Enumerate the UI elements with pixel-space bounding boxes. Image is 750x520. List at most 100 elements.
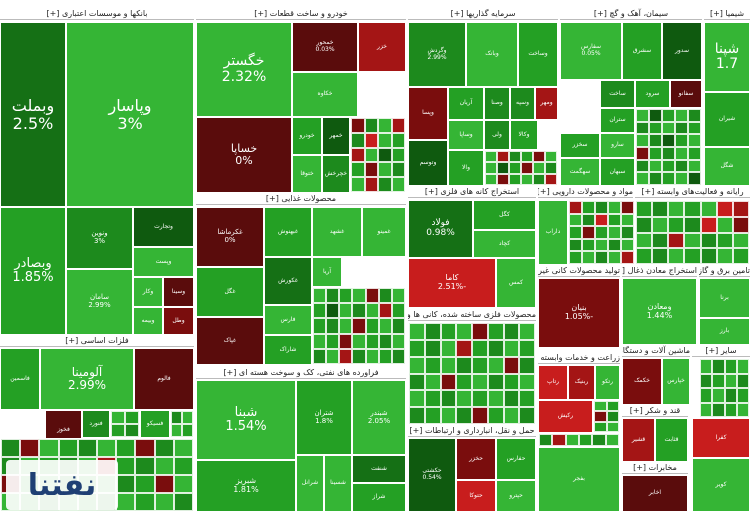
small-stock-tile[interactable] <box>378 162 392 178</box>
small-stock-tile[interactable] <box>569 251 582 264</box>
small-stock-tile[interactable] <box>569 226 582 239</box>
stock-tile-khodro[interactable]: خودرو <box>292 117 322 155</box>
small-stock-tile[interactable] <box>339 288 353 304</box>
small-stock-tile[interactable] <box>716 201 733 217</box>
sector-header-invest[interactable]: سرمایه گذاریها [+] <box>408 8 558 20</box>
small-stock-tile[interactable] <box>39 439 59 457</box>
sector-header-ins[interactable]: زراعت و خدمات وابسته [+] <box>538 352 620 364</box>
small-stock-tile[interactable] <box>352 348 366 364</box>
small-stock-tile[interactable] <box>636 172 649 185</box>
small-stock-tile[interactable] <box>154 439 174 457</box>
stock-tile-khmehvar[interactable]: خمحور 0.03% <box>292 22 358 72</box>
stock-tile-khkaveh[interactable]: خکاوه <box>292 72 358 117</box>
small-stock-tile[interactable] <box>472 339 488 357</box>
small-stock-tile[interactable] <box>724 359 737 374</box>
small-stock-tile[interactable] <box>409 356 425 374</box>
small-stock-tile[interactable] <box>595 213 608 227</box>
small-stock-tile[interactable] <box>440 407 457 424</box>
stock-tile-foolad[interactable]: فولاد 0.98% <box>408 200 473 258</box>
stock-tile-ghpak[interactable]: غپاک <box>196 317 264 365</box>
stock-tile-vohena[interactable]: ومعادن 1.44% <box>622 278 697 345</box>
stock-tile-kheshr[interactable]: حکشتی 0.54% <box>408 438 456 512</box>
small-stock-tile[interactable] <box>409 339 425 357</box>
small-stock-tile[interactable] <box>545 151 557 163</box>
small-stock-tile[interactable] <box>173 457 193 475</box>
small-stock-tile[interactable] <box>652 201 669 217</box>
small-stock-tile[interactable] <box>675 134 688 147</box>
small-stock-tile[interactable] <box>582 226 595 239</box>
stock-tile-ghfars[interactable]: فارس <box>264 305 312 335</box>
small-stock-tile[interactable] <box>424 407 441 424</box>
small-stock-tile[interactable] <box>472 390 488 408</box>
stock-tile-rtape[interactable]: رتاپ <box>538 365 568 400</box>
stock-tile-vpost[interactable]: وپست <box>133 247 194 277</box>
small-stock-tile[interactable] <box>352 318 366 334</box>
sector-header-banks[interactable]: بانکها و موسسات اعتباری [+] <box>0 8 194 20</box>
small-stock-tile[interactable] <box>487 339 504 357</box>
small-stock-tile[interactable] <box>424 390 441 408</box>
small-stock-tile[interactable] <box>339 333 353 349</box>
sector-header-refinery[interactable]: فراورده های نفتی، کک و سوخت هسته ای [+] <box>196 367 406 379</box>
small-stock-tile[interactable] <box>662 147 675 160</box>
small-stock-tile[interactable] <box>521 173 533 185</box>
small-stock-tile[interactable] <box>712 388 725 403</box>
sector-header-utility[interactable]: تامین برق و گاز [+] <box>699 265 750 277</box>
small-stock-tile[interactable] <box>712 402 725 417</box>
small-stock-tile[interactable] <box>608 238 621 252</box>
small-stock-tile[interactable] <box>326 348 340 364</box>
small-stock-tile[interactable] <box>391 177 405 192</box>
stock-tile-sdoroud[interactable]: سدور <box>662 22 702 80</box>
sector-header-chem[interactable]: شیمیا [+] <box>704 8 750 20</box>
small-stock-tile[interactable] <box>649 134 662 147</box>
small-stock-tile[interactable] <box>700 201 717 217</box>
stock-tile-vsapa[interactable]: وسپه <box>510 87 535 120</box>
small-stock-tile[interactable] <box>700 359 713 374</box>
small-stock-tile[interactable] <box>409 323 425 340</box>
stock-tile-shtran[interactable]: شتران 1.8% <box>296 380 352 455</box>
small-stock-tile[interactable] <box>621 251 634 264</box>
small-stock-tile[interactable] <box>684 201 701 217</box>
small-stock-tile[interactable] <box>171 424 182 437</box>
small-stock-tile[interactable] <box>668 232 685 249</box>
small-stock-tile[interactable] <box>365 288 379 304</box>
small-stock-tile[interactable] <box>668 201 685 217</box>
small-stock-tile[interactable] <box>533 162 545 174</box>
small-stock-tile[interactable] <box>621 213 634 227</box>
small-stock-tile[interactable] <box>440 323 457 340</box>
stock-tile-sroud[interactable]: سرود <box>635 80 670 108</box>
small-stock-tile[interactable] <box>736 373 749 388</box>
small-stock-tile[interactable] <box>545 173 557 185</box>
small-stock-tile[interactable] <box>688 147 701 160</box>
small-stock-tile[interactable] <box>378 147 392 163</box>
sector-header-auto[interactable]: خودرو و ساخت قطعات [+] <box>196 8 406 20</box>
small-stock-tile[interactable] <box>339 348 353 364</box>
small-stock-tile[interactable] <box>339 318 353 334</box>
small-stock-tile[interactable] <box>582 238 595 252</box>
small-stock-tile[interactable] <box>688 172 701 185</box>
small-stock-tile[interactable] <box>716 216 733 233</box>
small-stock-tile[interactable] <box>485 162 497 174</box>
small-stock-tile[interactable] <box>326 303 340 319</box>
small-stock-tile[interactable] <box>352 288 366 304</box>
small-stock-tile[interactable] <box>636 134 649 147</box>
small-stock-tile[interactable] <box>509 173 521 185</box>
small-stock-tile[interactable] <box>675 172 688 185</box>
stock-tile-dara[interactable]: داراب <box>538 200 568 265</box>
stock-tile-shiraz[interactable]: شاراک <box>264 335 312 365</box>
small-stock-tile[interactable] <box>503 356 520 374</box>
small-stock-tile[interactable] <box>533 151 545 163</box>
small-stock-tile[interactable] <box>97 439 117 457</box>
small-stock-tile[interactable] <box>364 132 378 148</box>
small-stock-tile[interactable] <box>487 323 504 340</box>
small-stock-tile[interactable] <box>456 373 472 391</box>
stock-tile-kmesa[interactable]: کمس <box>496 258 536 308</box>
sector-header-drug[interactable]: مواد و محصولات دارویی [+] <box>538 186 633 198</box>
stock-tile-sakht[interactable]: ساخت <box>600 80 635 108</box>
small-stock-tile[interactable] <box>605 434 619 446</box>
small-stock-tile[interactable] <box>456 323 472 340</box>
small-stock-tile[interactable] <box>116 493 136 511</box>
stock-tile-ghmino[interactable]: غمینو <box>362 207 406 257</box>
stock-tile-hfarsi[interactable]: حفارس <box>496 438 536 480</box>
stock-tile-kama[interactable]: کاما -2.51% <box>408 258 496 308</box>
small-stock-tile[interactable] <box>519 356 535 374</box>
